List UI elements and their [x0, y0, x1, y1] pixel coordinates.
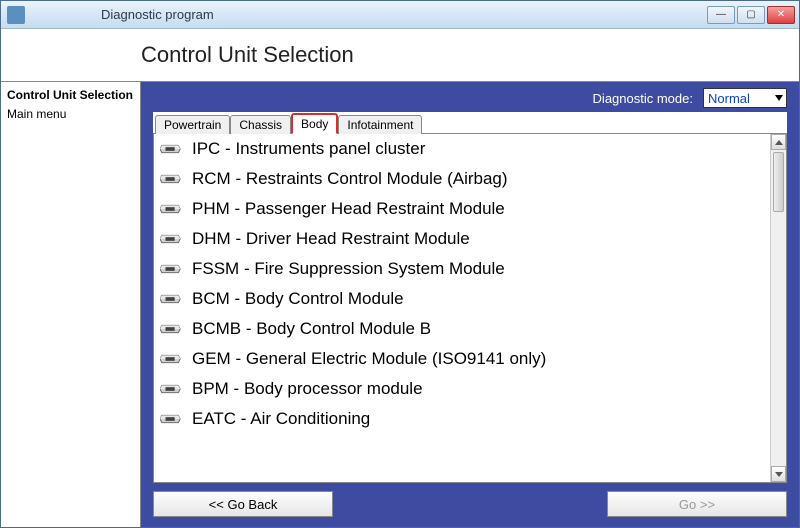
module-row[interactable]: BPM - Body processor module: [154, 374, 770, 404]
footer-spacer: [333, 491, 607, 517]
sidebar-item-main-menu[interactable]: Main menu: [7, 105, 134, 124]
go-button[interactable]: Go >>: [607, 491, 787, 517]
module-row[interactable]: DHM - Driver Head Restraint Module: [154, 224, 770, 254]
chip-icon: [160, 261, 182, 277]
main-panel: Diagnostic mode: Normal Powertrain Chass…: [141, 82, 799, 527]
application-window: Diagnostic program — ▢ ✕ Control Unit Se…: [0, 0, 800, 528]
go-back-button[interactable]: << Go Back: [153, 491, 333, 517]
window-controls: — ▢ ✕: [707, 6, 799, 24]
module-row[interactable]: FSSM - Fire Suppression System Module: [154, 254, 770, 284]
module-list-inner: IPC - Instruments panel cluster RCM - Res…: [154, 134, 770, 482]
body: Control Unit Selection Main menu Diagnos…: [1, 81, 799, 527]
module-label: BPM - Body processor module: [192, 379, 423, 399]
chip-icon: [160, 291, 182, 307]
tab-body[interactable]: Body: [291, 113, 338, 134]
tab-bar: Powertrain Chassis Body Infotainment: [153, 112, 787, 134]
diagnostic-mode-row: Diagnostic mode: Normal: [141, 82, 799, 112]
diagnostic-mode-select[interactable]: Normal: [703, 88, 787, 108]
module-label: BCMB - Body Control Module B: [192, 319, 431, 339]
tab-chassis[interactable]: Chassis: [230, 115, 291, 134]
module-label: GEM - General Electric Module (ISO9141 o…: [192, 349, 546, 369]
chip-icon: [160, 171, 182, 187]
maximize-button[interactable]: ▢: [737, 6, 765, 24]
window-title: Diagnostic program: [31, 7, 214, 22]
scroll-thumb[interactable]: [773, 152, 784, 212]
module-label: BCM - Body Control Module: [192, 289, 404, 309]
module-row[interactable]: BCMB - Body Control Module B: [154, 314, 770, 344]
module-row[interactable]: PHM - Passenger Head Restraint Module: [154, 194, 770, 224]
tab-powertrain[interactable]: Powertrain: [155, 115, 230, 134]
chip-icon: [160, 381, 182, 397]
minimize-button[interactable]: —: [707, 6, 735, 24]
tab-infotainment[interactable]: Infotainment: [338, 115, 422, 134]
module-list: IPC - Instruments panel cluster RCM - Res…: [153, 134, 787, 483]
module-row[interactable]: GEM - General Electric Module (ISO9141 o…: [154, 344, 770, 374]
chip-icon: [160, 321, 182, 337]
scrollbar[interactable]: [770, 134, 786, 482]
module-row[interactable]: BCM - Body Control Module: [154, 284, 770, 314]
module-row[interactable]: IPC - Instruments panel cluster: [154, 134, 770, 164]
titlebar: Diagnostic program — ▢ ✕: [1, 1, 799, 29]
footer: << Go Back Go >>: [141, 483, 799, 527]
module-label: EATC - Air Conditioning: [192, 409, 370, 429]
module-label: IPC - Instruments panel cluster: [192, 139, 425, 159]
diagnostic-mode-label: Diagnostic mode:: [593, 91, 693, 106]
chip-icon: [160, 231, 182, 247]
scroll-down-button[interactable]: [771, 466, 786, 482]
sidebar: Control Unit Selection Main menu: [1, 82, 141, 527]
chip-icon: [160, 141, 182, 157]
module-row[interactable]: RCM - Restraints Control Module (Airbag): [154, 164, 770, 194]
diagnostic-mode-value: Normal: [708, 91, 750, 106]
module-label: PHM - Passenger Head Restraint Module: [192, 199, 505, 219]
header: Control Unit Selection: [1, 29, 799, 81]
page-title: Control Unit Selection: [141, 42, 354, 68]
scroll-up-button[interactable]: [771, 134, 786, 150]
close-button[interactable]: ✕: [767, 6, 795, 24]
app-icon: [7, 6, 25, 24]
module-label: DHM - Driver Head Restraint Module: [192, 229, 470, 249]
chip-icon: [160, 351, 182, 367]
module-label: RCM - Restraints Control Module (Airbag): [192, 169, 508, 189]
chip-icon: [160, 411, 182, 427]
module-row[interactable]: EATC - Air Conditioning: [154, 404, 770, 434]
module-label: FSSM - Fire Suppression System Module: [192, 259, 505, 279]
chip-icon: [160, 201, 182, 217]
sidebar-item-control-unit-selection[interactable]: Control Unit Selection: [7, 86, 134, 105]
